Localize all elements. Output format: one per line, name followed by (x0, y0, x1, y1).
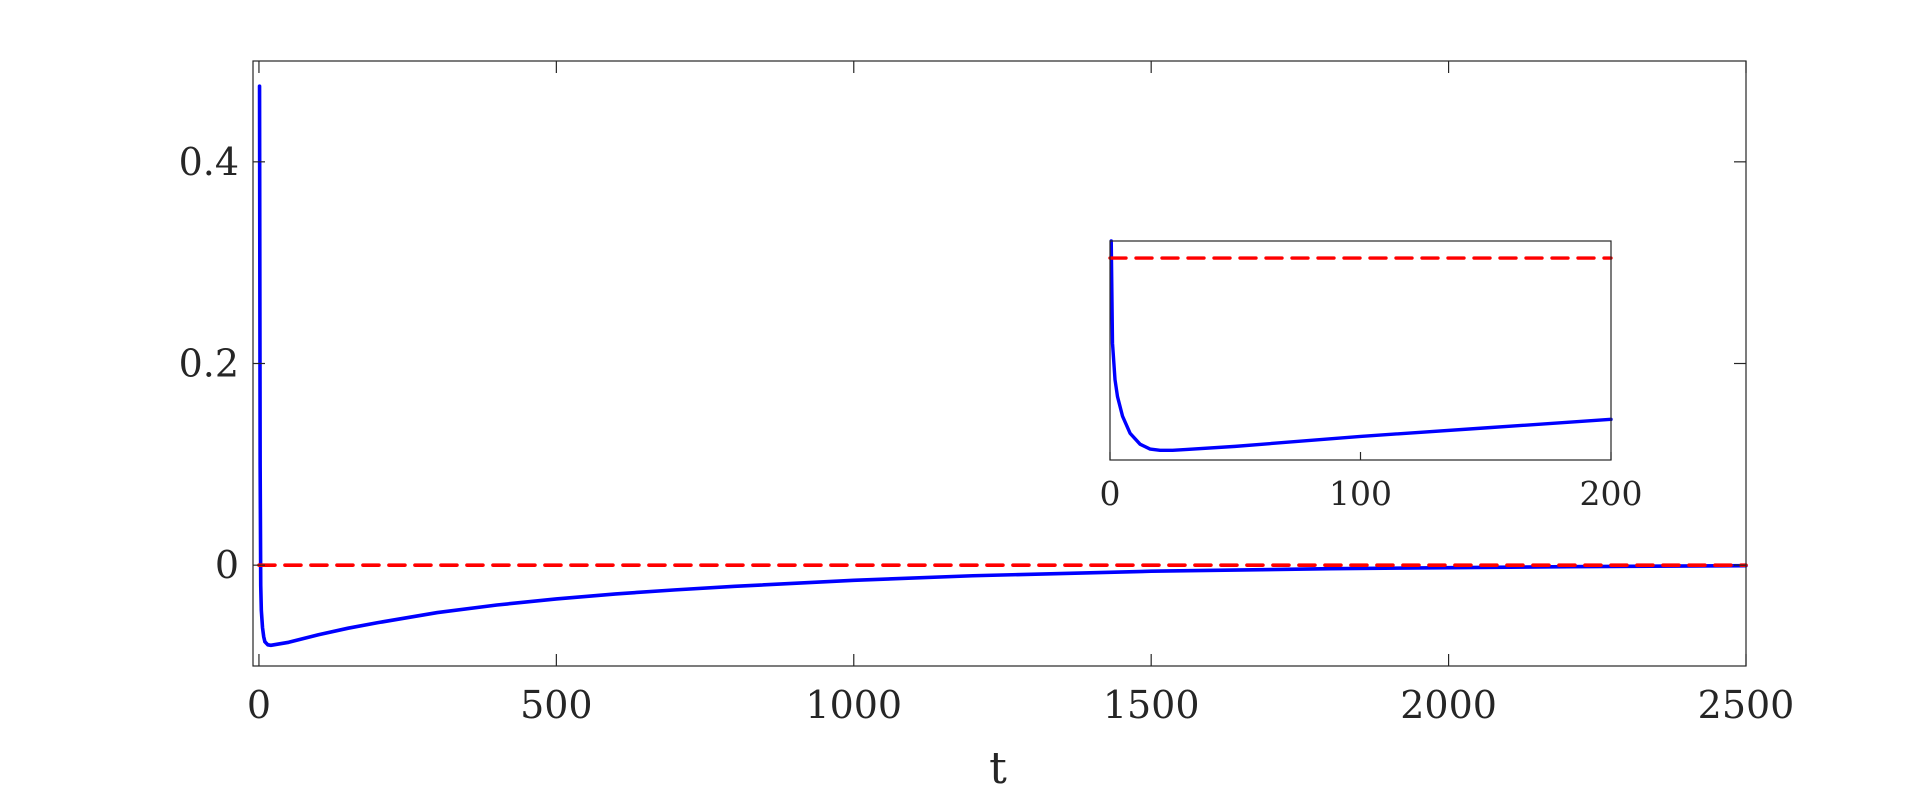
inset-ticks (1109, 452, 1612, 460)
x-tick-label: 2500 (1698, 683, 1795, 727)
main-y-tick-labels: 0 0.2 0.4 (179, 140, 239, 587)
inset-background (1110, 241, 1611, 460)
x-tick-label: 1000 (805, 683, 902, 727)
x-axis-label: t (989, 743, 1007, 794)
main-plot: 0 500 1000 1500 2000 2500 00.20.4 t (179, 60, 1795, 794)
main-x-tick-labels: 0 500 1000 1500 2000 2500 (247, 683, 1795, 727)
x-tick-label: 2000 (1400, 683, 1497, 727)
x-tick-label: 0 (247, 683, 271, 727)
x-tick-label: 100 (1329, 474, 1392, 513)
x-tick-label: 500 (520, 683, 593, 727)
series-line-1-0 (1109, 239, 1613, 452)
series-line-0-0 (257, 84, 1748, 648)
inset-series-layer (1108, 239, 1613, 452)
x-tick-label: 0 (1100, 474, 1121, 513)
x-tick-label: 1500 (1103, 683, 1200, 727)
y-tick-label: 0.2 (179, 342, 239, 386)
x-tick-label: 200 (1580, 474, 1643, 513)
y-tick-label: 0 (215, 543, 239, 587)
inset-plot: 0 100 200 (1100, 239, 1643, 513)
y-tick-label: 0.4 (179, 140, 239, 184)
main-series-layer (257, 84, 1748, 648)
inset-x-tick-labels: 0 100 200 (1100, 474, 1643, 513)
main-ticks (253, 61, 1747, 666)
